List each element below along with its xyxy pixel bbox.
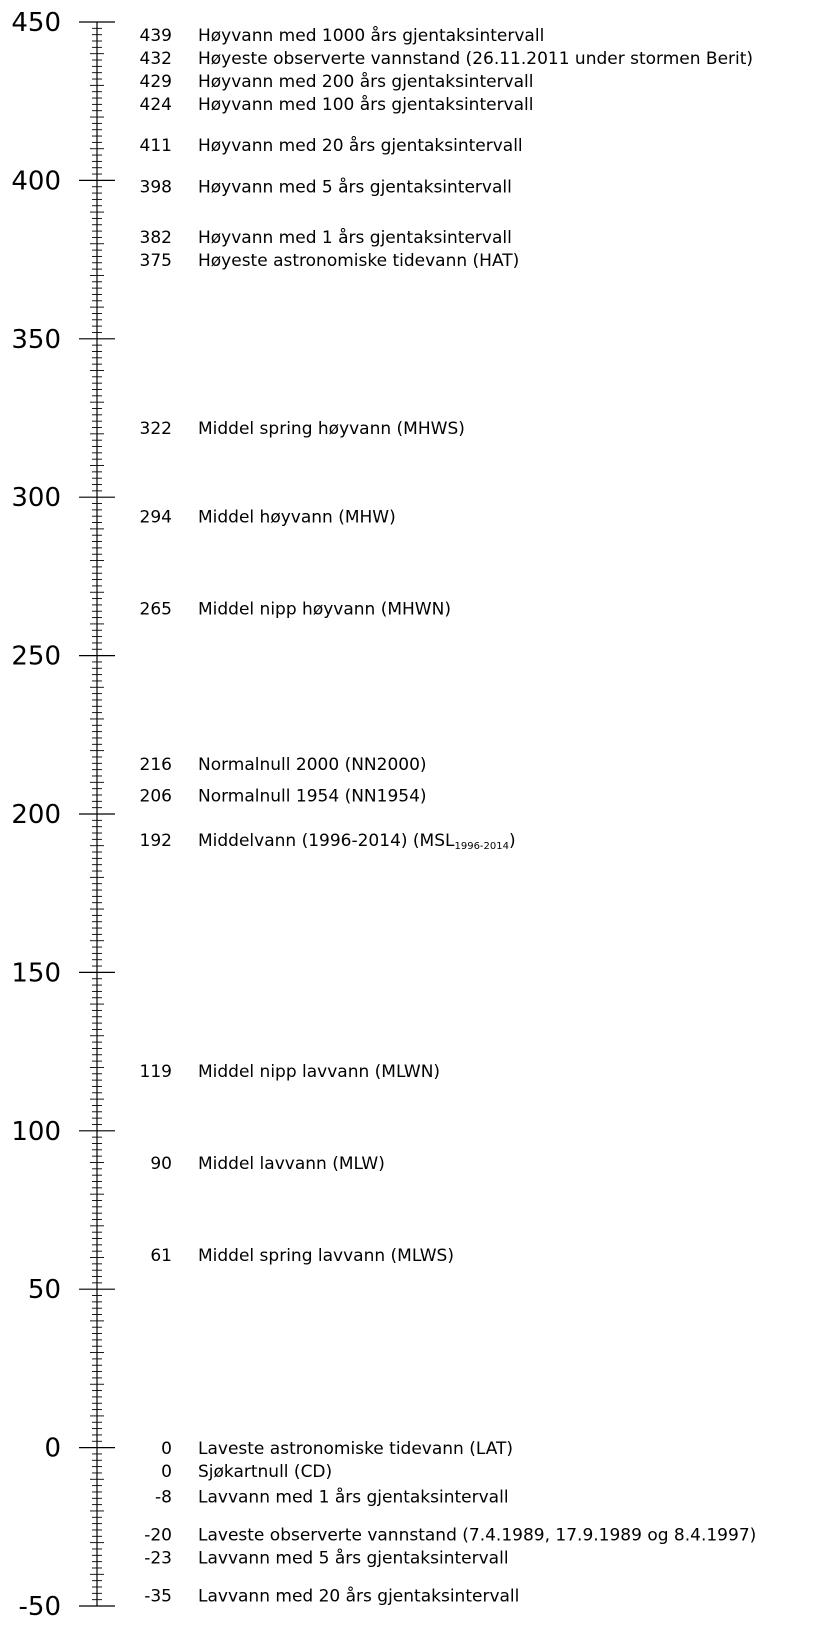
level-entry: -35 Lavvann med 20 års gjentaksintervall [144,1585,519,1606]
level-entry: 265 Middel nipp høyvann (MHWN) [140,600,451,620]
level-label: Middel høyvann (MHW) [198,508,396,528]
level-entry: -23 Lavvann med 5 års gjentaksintervall [144,1547,508,1568]
level-value: -20 [144,1525,172,1545]
level-entry: -20 Laveste observerte vannstand (7.4.198… [144,1525,756,1545]
level-entry: 375 Høyeste astronomiske tidevann (HAT) [140,251,520,271]
major-tick-label: 50 [28,1275,61,1305]
level-value: 206 [140,786,172,806]
level-entry: 429 Høyvann med 200 års gjentaksintervall [140,71,534,92]
level-label: Laveste astronomiske tidevann (LAT) [198,1439,513,1459]
major-tick-label: 350 [11,325,61,355]
major-tick-label: 100 [11,1117,61,1147]
level-label: Normalnull 1954 (NN1954) [198,786,427,806]
major-tick-label: 450 [11,8,61,38]
level-entry: 61 Middel spring lavvann (MLWS) [150,1246,454,1266]
level-label: Normalnull 2000 (NN2000) [198,755,427,775]
level-value: 90 [150,1154,172,1174]
level-entry: 382 Høyvann med 1 års gjentaksintervall [140,227,512,248]
level-value: -8 [155,1487,172,1507]
level-value: 424 [140,95,172,115]
level-label: Middelvann (1996-2014) (MSL1996-2014) [198,831,516,852]
level-value: 382 [140,228,172,248]
level-label: Høyvann med 1000 års gjentaksintervall [198,25,544,46]
level-value: -23 [144,1548,172,1568]
level-entry: 424 Høyvann med 100 års gjentaksintervall [140,94,534,115]
level-value: 432 [140,49,172,69]
level-value: 192 [140,831,172,851]
level-label: Høyvann med 1 års gjentaksintervall [198,227,512,248]
major-tick-label: 150 [11,958,61,988]
major-tick-label: 200 [11,800,61,830]
level-value: 216 [140,755,172,775]
level-entry: 322 Middel spring høyvann (MHWS) [140,419,465,439]
level-label: Høyvann med 200 års gjentaksintervall [198,71,533,92]
level-label: Middel nipp lavvann (MLWN) [198,1062,440,1082]
level-label: Middel nipp høyvann (MHWN) [198,600,451,620]
level-entry: 119 Middel nipp lavvann (MLWN) [140,1062,441,1082]
level-label: Lavvann med 5 års gjentaksintervall [198,1547,509,1568]
level-entry: 0 Laveste astronomiske tidevann (LAT) [161,1439,513,1459]
level-label: Middel lavvann (MLW) [198,1154,385,1174]
level-entry: 216 Normalnull 2000 (NN2000) [140,755,427,775]
major-tick-label: 250 [11,642,61,672]
level-entry: 398 Høyvann med 5 års gjentaksintervall [140,176,512,197]
major-tick-label: 300 [11,483,61,513]
level-label: Høyeste observerte vannstand (26.11.2011… [198,49,753,69]
level-entry: 432 Høyeste observerte vannstand (26.11.2… [140,49,754,69]
level-value: 411 [140,136,172,156]
major-tick-labels: 450 400 350 300 250 200 150 100 50 0 -50 [11,8,61,1622]
level-value: 322 [140,419,172,439]
level-label: Høyvann med 20 års gjentaksintervall [198,135,523,156]
level-value: 439 [140,26,172,46]
level-entry: 206 Normalnull 1954 (NN1954) [140,786,427,806]
level-entry: 294 Middel høyvann (MHW) [140,508,396,528]
level-value: 265 [140,600,172,620]
level-label: Lavvann med 1 års gjentaksintervall [198,1486,509,1507]
level-entry: -8 Lavvann med 1 års gjentaksintervall [155,1486,509,1507]
level-label: Høyeste astronomiske tidevann (HAT) [198,251,519,271]
major-tick-label: -50 [19,1592,61,1622]
level-annotations: 439 Høyvann med 1000 års gjentaksinterval… [140,25,757,1606]
level-value: 398 [140,177,172,197]
level-entry: 439 Høyvann med 1000 års gjentaksinterval… [140,25,545,46]
level-value: 0 [161,1462,172,1482]
level-entry: 90 Middel lavvann (MLW) [150,1154,384,1174]
level-value: 61 [150,1246,172,1266]
level-label: Middel spring lavvann (MLWS) [198,1246,454,1266]
major-tick-label: 0 [44,1434,61,1464]
level-label: Høyvann med 100 års gjentaksintervall [198,94,533,115]
level-value: 0 [161,1439,172,1459]
level-entry: 192 Middelvann (1996-2014) (MSL1996-2014) [140,831,516,852]
major-tick-label: 400 [11,166,61,196]
axis [79,21,115,1607]
level-label: Høyvann med 5 års gjentaksintervall [198,176,512,197]
level-value: 429 [140,72,172,92]
level-label-suffix: ) [509,831,516,851]
level-entry: 0 Sjøkartnull (CD) [161,1462,332,1482]
level-value: 119 [140,1062,172,1082]
level-label: Middel spring høyvann (MHWS) [198,419,465,439]
level-value: 375 [140,251,172,271]
level-label: Sjøkartnull (CD) [198,1462,332,1482]
level-label-subscript: 1996-2014 [454,841,509,852]
level-entry: 411 Høyvann med 20 års gjentaksintervall [140,135,523,156]
level-label: Laveste observerte vannstand (7.4.1989, … [198,1525,756,1545]
level-label: Lavvann med 20 års gjentaksintervall [198,1585,519,1606]
level-value: 294 [140,508,172,528]
level-value: -35 [144,1586,172,1606]
